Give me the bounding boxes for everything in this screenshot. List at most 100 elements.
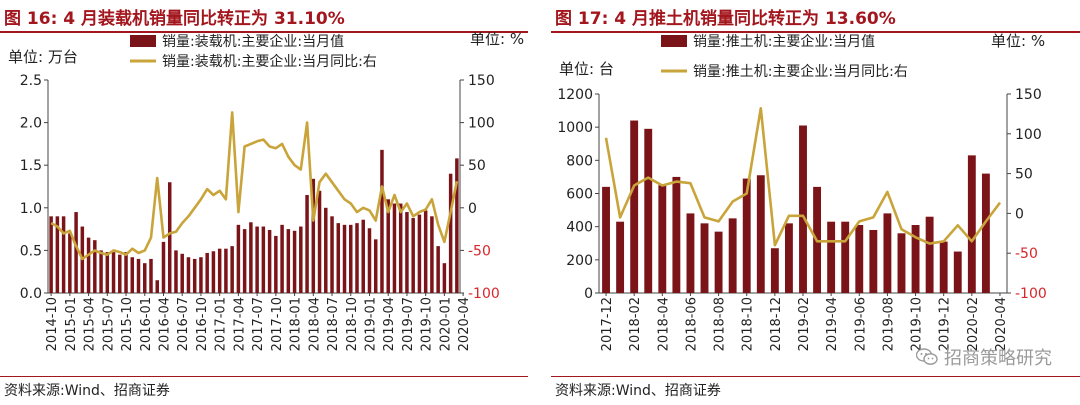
bar bbox=[155, 280, 159, 293]
legend-label-line: 销量:装载机:主要企业:当月同比:右 bbox=[162, 53, 377, 70]
bar bbox=[61, 216, 66, 293]
left-tick-label: 1000 bbox=[557, 120, 593, 136]
right-tick-label: -50 bbox=[468, 243, 491, 259]
left-tick-label: 0.5 bbox=[20, 243, 42, 259]
bar bbox=[925, 216, 934, 293]
bar bbox=[442, 263, 447, 293]
legend-label-bars: 销量:装载机:主要企业:当月值 bbox=[162, 33, 344, 50]
left-unit-label: 单位: 万台 bbox=[8, 48, 78, 66]
bar bbox=[261, 226, 266, 293]
bar bbox=[742, 178, 751, 293]
bar bbox=[86, 237, 91, 293]
yoy-line bbox=[604, 107, 1002, 247]
x-tick-label: 2019-01 bbox=[363, 297, 378, 351]
bar bbox=[111, 252, 116, 293]
bar bbox=[167, 182, 172, 293]
x-tick-label: 2019-12 bbox=[938, 297, 953, 351]
bar bbox=[939, 241, 948, 293]
bar bbox=[616, 221, 625, 293]
x-tick-label: 2018-07 bbox=[326, 297, 341, 351]
right-unit-label: 单位: % bbox=[470, 32, 524, 48]
bar bbox=[423, 210, 428, 293]
legend-label-line: 销量:推土机:主要企业:当月同比:右 bbox=[693, 63, 908, 80]
bar bbox=[981, 173, 990, 293]
left-tick-label: 1.5 bbox=[20, 158, 42, 174]
left-tick-label: 1.0 bbox=[20, 201, 42, 217]
source-note: 资料来源:Wind、招商证券 bbox=[555, 383, 721, 399]
bar bbox=[317, 190, 322, 293]
left-tick-label: 0 bbox=[584, 286, 593, 302]
right-tick-label: 0 bbox=[1015, 206, 1024, 222]
x-tick-label: 2018-02 bbox=[628, 297, 643, 351]
x-tick-label: 2017-07 bbox=[251, 297, 266, 351]
bar bbox=[911, 225, 920, 293]
bar bbox=[242, 229, 247, 293]
right-tick-label: 100 bbox=[468, 116, 495, 132]
x-tick-label: 2019-04 bbox=[382, 297, 397, 351]
x-tick-label: 2016-10 bbox=[195, 297, 210, 351]
bar bbox=[124, 252, 128, 293]
x-tick-label: 2015-01 bbox=[64, 297, 79, 351]
bar bbox=[255, 226, 259, 293]
bar bbox=[455, 158, 459, 293]
figure-title: 图 16: 4 月装载机销量同比转正为 31.10% bbox=[4, 9, 345, 29]
bar bbox=[644, 128, 653, 293]
x-tick-label: 2016-01 bbox=[139, 297, 154, 351]
bar bbox=[658, 185, 667, 293]
x-tick-label: 2018-10 bbox=[741, 297, 756, 351]
bar bbox=[897, 233, 906, 293]
left-tick-label: 2.0 bbox=[20, 116, 42, 132]
x-tick-label: 2018-04 bbox=[656, 297, 671, 351]
bar bbox=[130, 257, 135, 293]
bar bbox=[286, 229, 291, 293]
title-rule bbox=[0, 31, 528, 33]
bar bbox=[136, 258, 141, 293]
left-unit-label: 单位: 台 bbox=[559, 60, 614, 78]
x-tick-label: 2019-10 bbox=[910, 297, 925, 351]
bar bbox=[756, 175, 765, 293]
bar bbox=[330, 216, 334, 293]
x-tick-label: 2018-10 bbox=[345, 297, 360, 351]
x-tick-label: 2019-04 bbox=[825, 297, 840, 351]
wechat-icon bbox=[916, 348, 938, 365]
bar bbox=[105, 252, 110, 293]
chart-panel-bulldozer: 图 17: 4 月推土机销量同比转正为 13.60% 0 200 400 600 800… bbox=[551, 0, 1080, 405]
x-tick-label: 2018-01 bbox=[289, 297, 304, 351]
x-tick-label: 2018-12 bbox=[769, 297, 784, 351]
bar bbox=[784, 223, 793, 293]
bar bbox=[236, 224, 241, 293]
x-tick-label: 2019-06 bbox=[853, 297, 868, 351]
right-tick-label: -50 bbox=[1015, 246, 1038, 262]
bar bbox=[380, 149, 384, 293]
bar bbox=[267, 229, 272, 293]
bar bbox=[174, 250, 178, 293]
bar bbox=[180, 253, 184, 293]
bar bbox=[728, 218, 737, 293]
bar bbox=[686, 213, 695, 293]
legend-swatch-bars bbox=[661, 35, 687, 47]
figure-title: 图 17: 4 月推土机销量同比转正为 13.60% bbox=[555, 9, 896, 29]
x-tick-label: 2015-04 bbox=[83, 297, 98, 351]
x-tick-label: 2020-01 bbox=[438, 297, 453, 351]
bar bbox=[967, 155, 976, 293]
bar bbox=[430, 216, 434, 293]
x-tick-label: 2020-04 bbox=[994, 297, 1009, 351]
bar bbox=[349, 224, 353, 293]
bar bbox=[700, 223, 709, 293]
bar bbox=[827, 221, 836, 293]
bar bbox=[74, 212, 78, 293]
bar bbox=[205, 252, 209, 293]
yoy-line bbox=[50, 111, 459, 261]
source-note: 资料来源:Wind、招商证券 bbox=[4, 383, 170, 399]
x-tick-label: 2017-10 bbox=[270, 297, 285, 351]
right-tick-label: 50 bbox=[468, 158, 486, 174]
left-tick-label: 2.5 bbox=[20, 73, 42, 89]
bar bbox=[714, 231, 723, 293]
left-tick-label: 1200 bbox=[557, 87, 593, 103]
bar bbox=[55, 216, 60, 293]
bar bbox=[217, 248, 222, 293]
left-tick-label: 0.0 bbox=[20, 286, 42, 302]
bar bbox=[192, 258, 197, 293]
left-tick-label: 400 bbox=[566, 220, 593, 236]
bar bbox=[305, 195, 309, 293]
